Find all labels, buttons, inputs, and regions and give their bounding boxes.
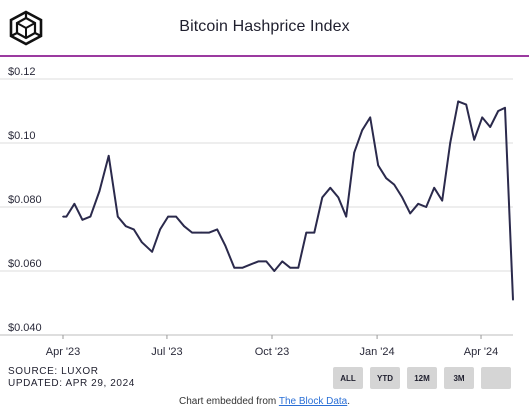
x-tick-label: Jan '24 [360, 346, 395, 358]
data-point [401, 196, 404, 199]
data-point [409, 212, 412, 215]
data-point [441, 199, 443, 202]
x-tick-label: Jul '23 [151, 346, 182, 358]
data-point [183, 225, 185, 227]
data-point [313, 231, 316, 234]
data-point [141, 241, 143, 243]
embed-suffix: . [347, 396, 351, 407]
embed-note: Chart embedded from The Block Data. [0, 396, 529, 407]
x-tick-label: Apr '23 [46, 346, 81, 358]
data-point [233, 267, 236, 269]
data-point [337, 196, 340, 199]
data-point [353, 151, 356, 154]
data-point [191, 231, 193, 234]
data-point [489, 126, 491, 128]
data-point [297, 267, 300, 269]
data-point [473, 139, 475, 141]
data-point [449, 142, 451, 144]
data-point [81, 219, 84, 221]
data-point [377, 164, 380, 167]
x-axis-ticks: Apr '23 Jul '23 Oct '23 Jan '24 Apr '24 [46, 335, 499, 358]
range-button-all[interactable]: ALL [333, 367, 363, 389]
range-button-ytd[interactable]: YTD [370, 367, 400, 389]
chart-title: Bitcoin Hashprice Index [179, 18, 350, 35]
data-point [98, 190, 101, 192]
data-point [200, 231, 202, 234]
data-point [257, 260, 260, 263]
x-tick-label: Oct '23 [255, 346, 290, 358]
chart-header: Bitcoin Hashprice Index [0, 0, 529, 58]
data-point [504, 107, 506, 109]
range-button-blank[interactable] [481, 367, 511, 389]
y-axis-ticks: $0.040 $0.060 $0.080 $0.10 $0.12 [8, 66, 42, 334]
data-point [417, 203, 420, 205]
data-point [289, 267, 292, 269]
data-point [481, 116, 483, 119]
cube-logo-icon [9, 10, 43, 46]
data-point [497, 110, 499, 112]
y-tick-label: $0.12 [8, 66, 36, 78]
embed-text: Chart embedded from [178, 396, 279, 407]
data-point [89, 215, 92, 218]
y-tick-label: $0.10 [8, 130, 36, 142]
data-point [107, 155, 110, 157]
data-point [465, 103, 467, 106]
data-point [241, 267, 244, 269]
data-point [208, 231, 210, 234]
updated-label: UPDATED: APR 29, 2024 [8, 378, 135, 389]
source-label: SOURCE: LUXOR [8, 366, 99, 377]
y-tick-label: $0.040 [8, 322, 42, 334]
x-tick-label: Apr '24 [464, 346, 499, 358]
data-point [281, 260, 284, 263]
data-point [167, 215, 169, 218]
header-divider [0, 55, 529, 57]
data-point [345, 215, 348, 218]
data-point [361, 129, 364, 131]
data-point [65, 215, 68, 218]
data-point [249, 263, 252, 266]
data-point [159, 228, 161, 231]
data-point [216, 228, 218, 231]
data-point [224, 244, 226, 247]
y-tick-label: $0.060 [8, 258, 42, 270]
source-info: SOURCE: LUXOR UPDATED: APR 29, 2024 [8, 366, 135, 390]
data-point [175, 215, 177, 218]
chart-gridlines [0, 78, 513, 336]
data-point [512, 299, 514, 301]
hashprice-line-chart[interactable]: $0.040 $0.060 $0.080 $0.10 $0.12 Apr '23 Jul … [0, 58, 529, 363]
data-point [273, 270, 276, 272]
data-point [385, 177, 388, 179]
data-point [393, 183, 396, 186]
the-block-data-link[interactable]: The Block Data [278, 396, 348, 407]
data-point [133, 228, 135, 231]
data-point [433, 187, 435, 189]
data-point [73, 203, 76, 205]
range-button-12m[interactable]: 12M [407, 367, 437, 389]
range-button-3m[interactable]: 3M [444, 367, 474, 389]
data-point [125, 225, 127, 227]
data-point [321, 196, 324, 199]
data-point [265, 260, 268, 263]
series-line [63, 100, 514, 300]
y-tick-label: $0.080 [8, 194, 42, 206]
data-point [425, 206, 427, 208]
data-point [151, 251, 153, 253]
data-point [117, 215, 119, 218]
data-point [457, 100, 459, 103]
chart-series [62, 100, 514, 301]
data-point [62, 215, 64, 218]
data-point [329, 187, 332, 189]
data-point [305, 231, 308, 234]
data-point [369, 116, 372, 119]
